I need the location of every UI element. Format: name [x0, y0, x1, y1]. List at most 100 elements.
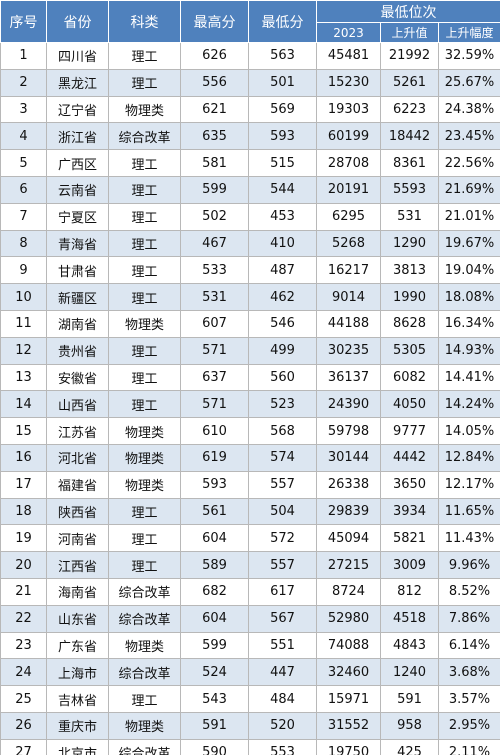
cell-max-score: 556	[180, 68, 249, 97]
cell-rank: 11	[0, 309, 47, 338]
cell-rank: 16	[0, 443, 47, 472]
cell-rank-2023: 6295	[316, 202, 381, 231]
cell-rank: 25	[0, 685, 47, 713]
cell-rise-pct: 25.67%	[438, 68, 500, 97]
cell-max-score: 589	[180, 551, 249, 579]
cell-rise-pct: 11.65%	[438, 497, 500, 526]
table-row: 24 上海市 综合改革 524 447 32460 1240 3.68%	[0, 658, 500, 687]
cell-subject: 理工	[108, 175, 181, 204]
cell-subject: 物理类	[108, 470, 181, 499]
cell-max-score: 637	[180, 363, 249, 392]
cell-max-score: 543	[180, 685, 249, 713]
cell-min-score: 453	[248, 202, 317, 231]
cell-rise: 18442	[380, 122, 439, 151]
cell-rank: 1	[0, 42, 47, 70]
cell-max-score: 531	[180, 283, 249, 311]
cell-min-score: 557	[248, 551, 317, 579]
cell-rise-pct: 3.68%	[438, 658, 500, 687]
cell-rank: 18	[0, 497, 47, 526]
cell-province: 安徽省	[46, 363, 109, 392]
cell-rise-pct: 16.34%	[438, 309, 500, 338]
cell-max-score: 604	[180, 604, 249, 633]
table-row: 5 广西区 理工 581 515 28708 8361 22.56%	[0, 149, 500, 177]
cell-subject: 物理类	[108, 443, 181, 472]
table-row: 3 辽宁省 物理类 621 569 19303 6223 24.38%	[0, 95, 500, 124]
header-min-rank-group: 最低位次	[316, 0, 500, 23]
header-year: 2023	[316, 22, 381, 43]
table-row: 11 湖南省 物理类 607 546 44188 8628 16.34%	[0, 309, 500, 338]
table-row: 2 黑龙江 理工 556 501 15230 5261 25.67%	[0, 68, 500, 97]
cell-province: 北京市	[46, 738, 109, 755]
cell-subject: 理工	[108, 283, 181, 311]
cell-subject: 理工	[108, 149, 181, 177]
cell-rise-pct: 24.38%	[438, 95, 500, 124]
cell-max-score: 635	[180, 122, 249, 151]
cell-rank-2023: 45481	[316, 42, 381, 70]
cell-min-score: 572	[248, 524, 317, 553]
cell-rank: 9	[0, 256, 47, 285]
cell-province: 四川省	[46, 42, 109, 70]
cell-rise-pct: 14.41%	[438, 363, 500, 392]
header-province: 省份	[46, 0, 109, 43]
cell-rise-pct: 32.59%	[438, 42, 500, 70]
cell-rise-pct: 2.11%	[438, 738, 500, 755]
cell-rank: 12	[0, 336, 47, 365]
cell-rank: 27	[0, 738, 47, 755]
cell-subject: 综合改革	[108, 122, 181, 151]
table-row: 9 甘肃省 理工 533 487 16217 3813 19.04%	[0, 256, 500, 285]
cell-rank-2023: 28708	[316, 149, 381, 177]
cell-rise-pct: 6.14%	[438, 631, 500, 660]
cell-rank-2023: 52980	[316, 604, 381, 633]
table-row: 22 山东省 综合改革 604 567 52980 4518 7.86%	[0, 604, 500, 633]
cell-rise: 531	[380, 202, 439, 231]
cell-rank: 13	[0, 363, 47, 392]
table-row: 19 河南省 理工 604 572 45094 5821 11.43%	[0, 524, 500, 553]
header-rank: 序号	[0, 0, 47, 43]
cell-province: 甘肃省	[46, 256, 109, 285]
cell-rank: 24	[0, 658, 47, 687]
cell-rank-2023: 20191	[316, 175, 381, 204]
cell-rise-pct: 7.86%	[438, 604, 500, 633]
cell-province: 福建省	[46, 470, 109, 499]
cell-rank: 3	[0, 95, 47, 124]
header-max-score: 最高分	[180, 0, 249, 43]
cell-rank: 22	[0, 604, 47, 633]
cell-rank-2023: 15971	[316, 685, 381, 713]
table-row: 4 浙江省 综合改革 635 593 60199 18442 23.45%	[0, 122, 500, 151]
cell-province: 河北省	[46, 443, 109, 472]
cell-rise: 3934	[380, 497, 439, 526]
table-row: 26 重庆市 物理类 591 520 31552 958 2.95%	[0, 711, 500, 740]
cell-rank-2023: 45094	[316, 524, 381, 553]
cell-subject: 理工	[108, 363, 181, 392]
cell-rise: 4518	[380, 604, 439, 633]
cell-rank-2023: 24390	[316, 390, 381, 419]
cell-subject: 物理类	[108, 631, 181, 660]
cell-rise-pct: 12.17%	[438, 470, 500, 499]
cell-max-score: 610	[180, 417, 249, 445]
cell-rank: 4	[0, 122, 47, 151]
cell-max-score: 467	[180, 229, 249, 258]
cell-max-score: 561	[180, 497, 249, 526]
cell-rank: 19	[0, 524, 47, 553]
cell-subject: 理工	[108, 390, 181, 419]
cell-rise: 1240	[380, 658, 439, 687]
cell-min-score: 574	[248, 443, 317, 472]
header-subject: 科类	[108, 0, 181, 43]
cell-max-score: 581	[180, 149, 249, 177]
table-row: 13 安徽省 理工 637 560 36137 6082 14.41%	[0, 363, 500, 392]
cell-min-score: 520	[248, 711, 317, 740]
cell-rise-pct: 23.45%	[438, 122, 500, 151]
cell-rise-pct: 14.05%	[438, 417, 500, 445]
cell-rise: 958	[380, 711, 439, 740]
table-row: 21 海南省 综合改革 682 617 8724 812 8.52%	[0, 577, 500, 606]
cell-rank: 2	[0, 68, 47, 97]
cell-rise-pct: 19.67%	[438, 229, 500, 258]
cell-province: 辽宁省	[46, 95, 109, 124]
table-row: 23 广东省 物理类 599 551 74088 4843 6.14%	[0, 631, 500, 660]
cell-rank-2023: 16217	[316, 256, 381, 285]
cell-min-score: 593	[248, 122, 317, 151]
cell-rank-2023: 32460	[316, 658, 381, 687]
cell-rise-pct: 21.01%	[438, 202, 500, 231]
cell-rank: 17	[0, 470, 47, 499]
